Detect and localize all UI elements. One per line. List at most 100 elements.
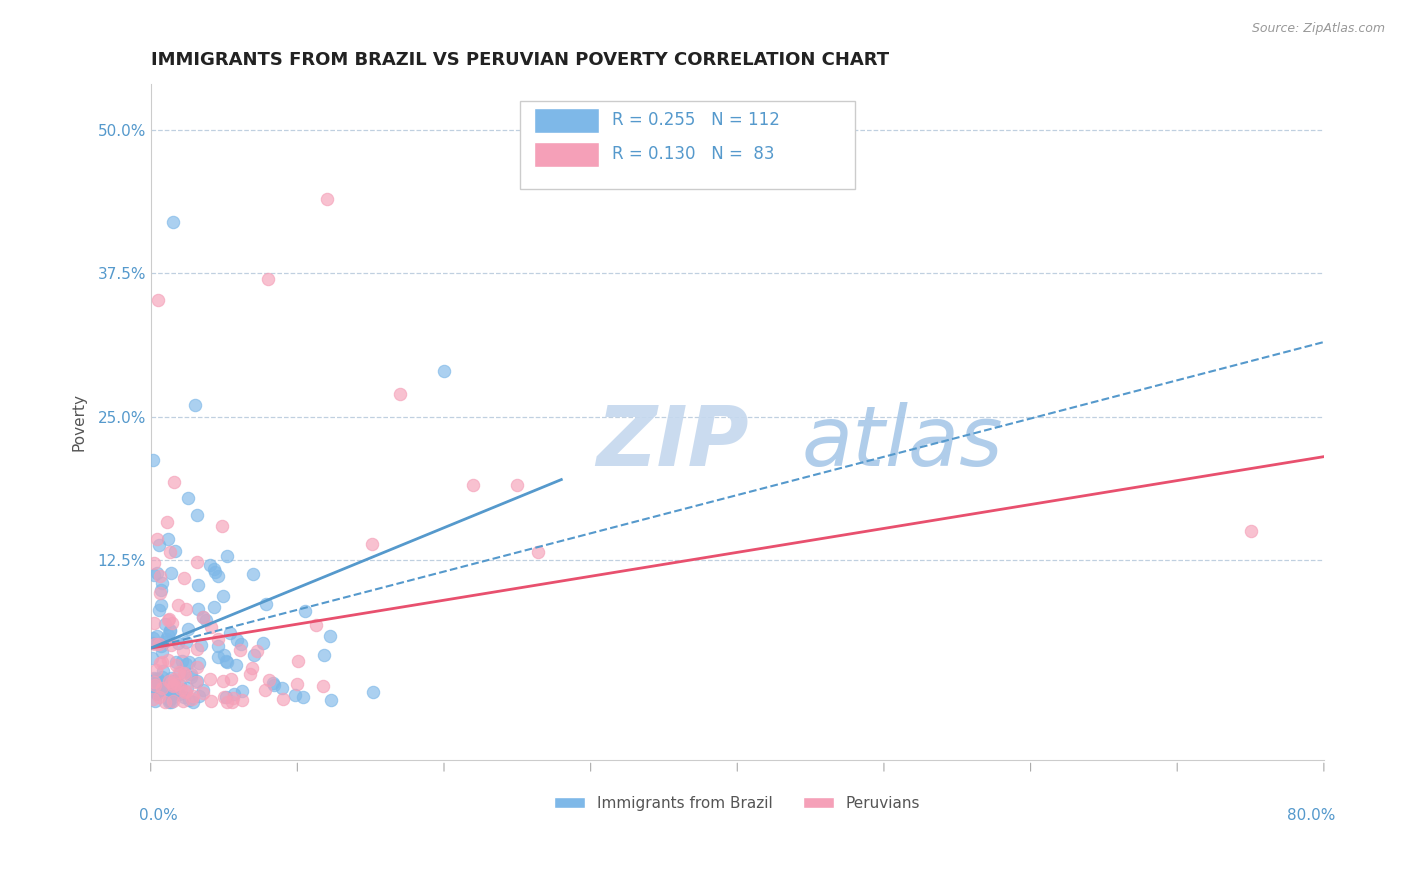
Point — [157, 695, 180, 709]
Point — [163, 544, 186, 558]
Point — [215, 549, 238, 564]
Point — [191, 686, 214, 700]
Point — [141, 679, 163, 693]
Point — [141, 674, 163, 689]
Point — [239, 666, 262, 681]
Point — [156, 652, 179, 666]
Point — [145, 629, 167, 643]
Point — [177, 655, 200, 669]
Point — [148, 673, 170, 687]
Point — [312, 648, 335, 662]
Point — [259, 673, 281, 688]
Point — [243, 648, 266, 662]
Point — [174, 602, 197, 616]
Point — [142, 680, 165, 694]
Point — [181, 695, 204, 709]
Point — [294, 604, 316, 618]
Point — [183, 398, 205, 412]
Point — [152, 664, 174, 678]
Point — [155, 617, 177, 632]
Point — [388, 386, 411, 401]
Point — [319, 693, 342, 707]
Point — [252, 636, 274, 650]
Point — [211, 519, 233, 533]
Point — [146, 566, 169, 580]
Point — [202, 600, 225, 615]
Point — [159, 624, 181, 639]
Point — [200, 619, 222, 633]
Point — [215, 654, 238, 668]
Point — [191, 610, 214, 624]
Point — [141, 452, 163, 467]
Point — [312, 679, 335, 693]
Point — [172, 694, 194, 708]
Point — [155, 632, 177, 647]
Point — [143, 672, 166, 686]
Point — [160, 676, 183, 690]
Point — [156, 681, 179, 696]
Y-axis label: Poverty: Poverty — [72, 393, 86, 451]
Point — [202, 562, 225, 576]
Point — [198, 558, 221, 573]
Point — [212, 589, 235, 603]
Point — [156, 516, 179, 530]
Point — [166, 636, 188, 650]
Point — [146, 686, 169, 700]
Point — [319, 629, 342, 643]
Point — [174, 685, 197, 699]
Point — [187, 657, 209, 671]
Point — [242, 566, 264, 581]
Point — [170, 682, 193, 697]
Point — [159, 545, 181, 559]
Point — [190, 638, 212, 652]
Point — [149, 568, 172, 582]
Point — [200, 673, 222, 687]
Point — [187, 602, 209, 616]
Point — [191, 610, 214, 624]
Point — [188, 690, 211, 704]
Point — [142, 692, 165, 706]
Point — [263, 678, 285, 692]
Point — [285, 677, 308, 691]
Point — [433, 364, 456, 378]
Point — [143, 672, 166, 686]
FancyBboxPatch shape — [534, 108, 599, 134]
Point — [284, 689, 307, 703]
Point — [143, 557, 166, 571]
Point — [148, 690, 170, 704]
Text: R = 0.255   N = 112: R = 0.255 N = 112 — [612, 111, 780, 129]
Point — [166, 677, 188, 691]
Point — [162, 694, 184, 708]
Point — [463, 478, 485, 492]
Point — [150, 575, 173, 590]
Point — [150, 639, 173, 653]
Point — [169, 665, 191, 679]
Point — [157, 682, 180, 697]
Point — [226, 632, 249, 647]
Point — [157, 693, 180, 707]
Point — [146, 532, 169, 546]
Point — [173, 571, 195, 585]
Point — [162, 690, 184, 704]
Point — [222, 687, 245, 701]
Point — [186, 555, 208, 569]
Point — [186, 641, 208, 656]
Point — [150, 582, 173, 597]
Point — [142, 568, 165, 582]
Point — [253, 683, 276, 698]
Point — [160, 695, 183, 709]
FancyBboxPatch shape — [520, 101, 855, 189]
Point — [163, 475, 186, 489]
Point — [214, 690, 236, 704]
Point — [186, 674, 208, 689]
Point — [141, 635, 163, 649]
Point — [146, 293, 169, 308]
Point — [174, 657, 197, 671]
Point — [150, 655, 173, 669]
Point — [215, 690, 238, 705]
Text: R = 0.130   N =  83: R = 0.130 N = 83 — [612, 145, 775, 162]
Point — [143, 678, 166, 692]
Point — [200, 694, 222, 708]
Point — [240, 661, 263, 675]
Point — [148, 603, 170, 617]
